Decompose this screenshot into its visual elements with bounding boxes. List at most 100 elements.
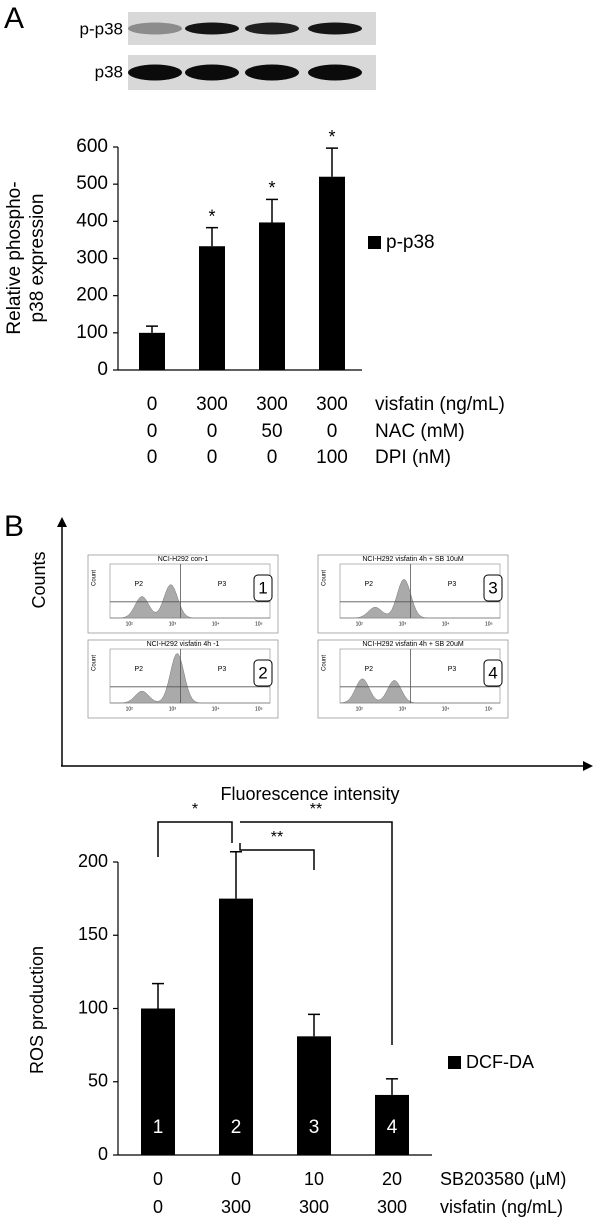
gate-label: P3 <box>448 666 457 673</box>
y-tick-label: 600 <box>76 136 108 157</box>
flow-x-tick: 10² <box>126 706 134 712</box>
bar <box>219 898 253 1155</box>
x-row-value: 0 <box>231 1169 241 1189</box>
plot-number: 2 <box>258 663 267 682</box>
y-tick-label: 500 <box>76 173 108 194</box>
x-row-value: 300 <box>377 1197 407 1217</box>
y-tick-label: 200 <box>78 851 108 871</box>
flow-histogram <box>339 678 500 704</box>
x-row-value: 0 <box>153 1169 163 1189</box>
x-row-label: SB203580 (µM) <box>440 1169 566 1189</box>
plot-number: 4 <box>488 663 497 682</box>
flow-box <box>87 554 279 634</box>
flow-box <box>317 554 509 634</box>
x-row-value: 0 <box>153 1197 163 1217</box>
x-row-value: 300 <box>299 1197 329 1217</box>
significance: * <box>192 801 198 818</box>
flow-x-tick: 10⁴ <box>442 706 450 712</box>
significance: * <box>328 127 335 147</box>
flow-x-tick: 10³ <box>399 621 407 627</box>
legend-label: p-p38 <box>386 232 435 253</box>
flow-x-tick: 10³ <box>169 706 177 712</box>
flow-x-tick: 10⁵ <box>255 706 263 712</box>
y-tick-label: 400 <box>76 210 108 231</box>
flow-box <box>87 639 279 719</box>
bar <box>141 1008 175 1155</box>
x-row-label: NAC (mM) <box>375 421 465 442</box>
gate-label: P3 <box>218 666 227 673</box>
blot-band <box>128 22 182 35</box>
y-axis-label: p38 expression <box>27 194 48 323</box>
significance: ** <box>271 829 283 846</box>
bar <box>259 222 285 370</box>
blot-label: p-p38 <box>80 19 123 38</box>
bracket <box>157 821 233 857</box>
flow-title: NCI-H292 visfatin 4h + SB 20uM <box>362 641 464 648</box>
flow-x-tick: 10⁵ <box>485 621 493 627</box>
number-box <box>253 659 273 687</box>
bar <box>139 332 165 370</box>
x-row-value: 0 <box>267 447 278 468</box>
legend-label: DCF-DA <box>466 1052 534 1072</box>
y-tick-label: 50 <box>88 1071 108 1091</box>
flow-histogram <box>340 578 500 619</box>
gate-label: P2 <box>365 581 374 588</box>
blot-band <box>308 22 362 35</box>
x-row-label: visfatin (ng/mL) <box>440 1197 563 1217</box>
panel-label: A <box>4 2 24 35</box>
bar-label: 1 <box>153 1117 164 1138</box>
significance: ** <box>310 801 322 818</box>
flow-x-label: Fluorescence intensity <box>220 784 399 804</box>
y-axis-label: ROS production <box>27 946 47 1074</box>
x-row-value: 50 <box>261 421 282 442</box>
legend-swatch <box>448 1056 461 1069</box>
flow-axis-label: Count <box>92 570 98 586</box>
flow-x-tick: 10³ <box>399 706 407 712</box>
gate-label: P3 <box>218 581 227 588</box>
flow-histogram <box>109 653 270 704</box>
flow-histogram <box>109 584 270 619</box>
flow-axis-label: Count <box>92 655 98 671</box>
bracket <box>239 843 315 870</box>
bar-label: 3 <box>309 1117 320 1138</box>
flow-title: NCI-H292 con-1 <box>158 556 209 563</box>
gate-label: P2 <box>365 666 374 673</box>
x-row-value: 0 <box>207 447 218 468</box>
bracket <box>240 821 393 1045</box>
flow-axis-label: Count <box>322 655 328 671</box>
number-box <box>253 574 273 602</box>
flow-x-tick: 10⁴ <box>442 621 450 627</box>
y-axis-label: Relative phospho- <box>4 181 25 334</box>
flow-plot <box>339 563 501 619</box>
y-tick-label: 100 <box>78 997 108 1017</box>
significance: * <box>208 206 215 226</box>
blot-band <box>245 64 299 81</box>
bar-label: 4 <box>387 1117 398 1138</box>
flow-x-tick: 10² <box>356 621 364 627</box>
flow-title: NCI-H292 visfatin 4h + SB 10uM <box>362 556 464 563</box>
number-box <box>483 574 503 602</box>
flow-y-label: Counts <box>29 551 49 608</box>
legend-swatch <box>368 236 381 249</box>
significance: * <box>268 178 275 198</box>
flow-x-tick: 10⁵ <box>255 621 263 627</box>
bar <box>199 246 225 370</box>
flow-box <box>317 639 509 719</box>
y-tick-label: 200 <box>76 285 108 306</box>
x-row-value: 20 <box>382 1169 402 1189</box>
blot-band <box>185 64 239 81</box>
bar-label: 2 <box>231 1117 242 1138</box>
bar <box>319 176 345 370</box>
blot-band <box>245 22 299 35</box>
x-row-value: 300 <box>256 394 288 415</box>
flow-x-tick: 10³ <box>169 621 177 627</box>
flow-axis-label: Count <box>322 570 328 586</box>
y-tick-label: 150 <box>78 924 108 944</box>
blot-band <box>185 22 239 35</box>
flow-x-tick: 10² <box>126 621 134 627</box>
x-row-value: 0 <box>207 421 218 442</box>
number-box <box>483 659 503 687</box>
x-row-value: 0 <box>327 421 338 442</box>
